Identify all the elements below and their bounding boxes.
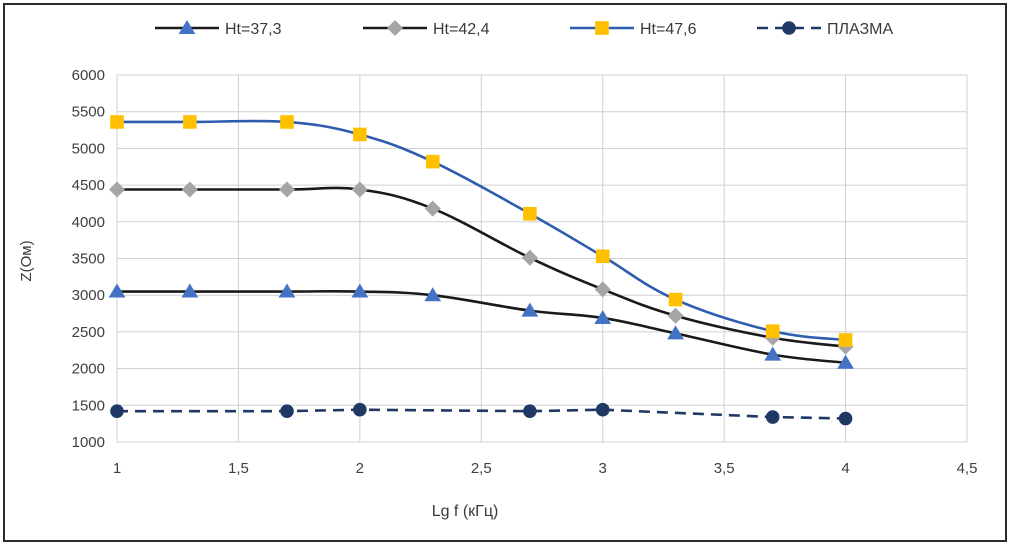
data-point: [523, 404, 537, 418]
x-tick-label: 2: [356, 460, 364, 477]
data-point: [523, 206, 537, 221]
x-axis-title: Lg f (кГц): [432, 503, 499, 520]
x-tick-label: 1,5: [228, 460, 249, 477]
legend-entry: ПЛАЗМА: [757, 21, 893, 38]
data-point: [594, 309, 612, 324]
data-point: [837, 354, 854, 369]
data-point: [765, 410, 780, 424]
y-tick-label: 1000: [72, 434, 105, 451]
legend-entry: Ht=47,6: [570, 21, 697, 38]
data-point: [667, 307, 684, 324]
data-point: [424, 200, 441, 217]
chart-svg: 1000 1500 2000 2500 3000 3500 4000 4500 5000 5500…: [18, 20, 978, 520]
data-point: [181, 283, 199, 298]
data-point: [181, 181, 198, 198]
data-point: [278, 283, 296, 298]
data-point: [521, 302, 539, 317]
y-tick-label: 2000: [72, 361, 105, 378]
series-line: [116, 186, 846, 348]
legend-label: ПЛАЗМА: [827, 21, 893, 38]
legend-label: Ht=37,3: [225, 21, 282, 38]
series-line: [116, 119, 846, 342]
y-tick-label: 4000: [72, 214, 105, 231]
legend-label: Ht=42,4: [433, 21, 490, 38]
series-4: [110, 402, 853, 426]
data-point: [351, 283, 369, 298]
data-point: [521, 249, 538, 266]
data-point: [424, 287, 442, 302]
data-point: [108, 283, 126, 298]
series-1: [108, 283, 854, 369]
legend-marker: [387, 20, 403, 36]
data-point: [280, 115, 294, 129]
legend: Ht=37,3 Ht=42,4 Ht=47,6 ПЛАЗМА: [155, 20, 893, 38]
y-tick-label: 1500: [72, 397, 105, 414]
data-point: [353, 402, 367, 417]
plot-area: [108, 115, 854, 426]
data-point: [353, 127, 367, 142]
y-axis-title: Z(Ом): [18, 240, 35, 281]
data-point: [279, 181, 295, 198]
data-point: [183, 115, 197, 129]
y-tick-label: 3000: [72, 287, 105, 304]
x-tick-label: 1: [113, 460, 121, 477]
x-tick-label: 4,5: [957, 460, 978, 477]
series-line: [117, 289, 846, 365]
data-point: [594, 281, 611, 298]
legend-entry: Ht=42,4: [363, 20, 490, 38]
data-point: [280, 404, 294, 418]
x-tick-label: 3: [599, 460, 607, 477]
data-point: [667, 325, 684, 340]
data-point: [838, 411, 853, 426]
y-tick-label: 3500: [72, 251, 105, 268]
x-tick-label: 4: [841, 460, 849, 477]
series-3: [110, 115, 853, 347]
axes: 1000 1500 2000 2500 3000 3500 4000 4500 5000 5500…: [72, 67, 978, 477]
data-point: [764, 346, 782, 361]
chart-frame: 1000 1500 2000 2500 3000 3500 4000 4500 5000 5500…: [3, 3, 1007, 542]
y-tick-label: 6000: [72, 67, 105, 84]
data-point: [595, 402, 610, 417]
y-tick-label: 5500: [72, 104, 105, 121]
grid: [116, 74, 968, 443]
data-point: [425, 154, 440, 169]
data-point: [595, 249, 610, 264]
data-point: [765, 324, 780, 338]
data-point: [109, 181, 125, 198]
data-point: [838, 333, 853, 347]
legend-marker: [782, 21, 796, 35]
legend-marker: [178, 20, 196, 34]
legend-entry: Ht=37,3: [155, 20, 282, 38]
data-point: [110, 404, 124, 418]
legend-label: Ht=47,6: [640, 21, 697, 38]
x-tick-label: 3,5: [714, 460, 735, 477]
y-tick-label: 2500: [72, 324, 105, 341]
legend-marker: [595, 21, 609, 35]
x-tick-label: 2,5: [471, 460, 492, 477]
y-tick-label: 5000: [72, 140, 105, 157]
data-point: [110, 115, 124, 129]
y-tick-label: 4500: [72, 177, 105, 194]
data-point: [351, 181, 368, 198]
data-point: [668, 292, 683, 307]
